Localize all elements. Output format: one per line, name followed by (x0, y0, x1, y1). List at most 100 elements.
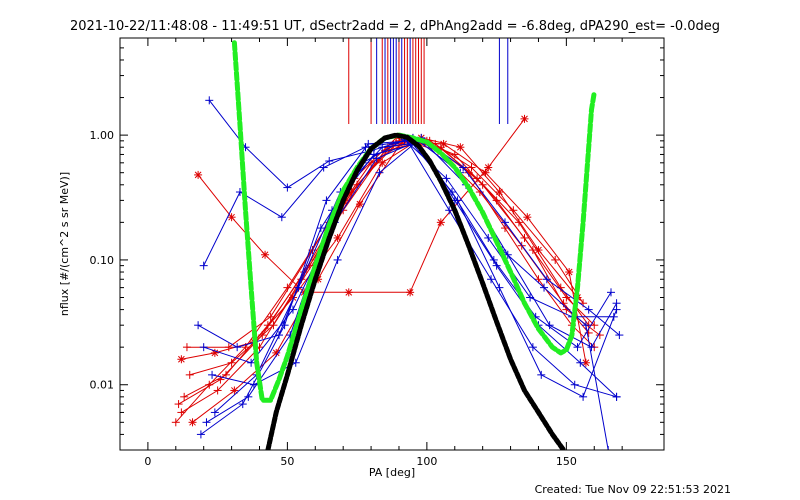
star-marker (406, 288, 415, 297)
star-marker (495, 188, 504, 197)
plus-marker (495, 283, 504, 292)
series-line (178, 140, 584, 405)
plus-marker (612, 392, 621, 401)
plus-marker (222, 370, 231, 379)
star-marker (520, 114, 529, 123)
plus-marker (322, 196, 331, 205)
x-tick-label: 0 (144, 455, 151, 468)
plus-marker (269, 321, 278, 330)
plus-marker (445, 206, 454, 215)
plus-marker (534, 275, 543, 284)
y-tick-label: 0.01 (90, 379, 115, 392)
star-marker (272, 348, 281, 357)
series-6-red (185, 136, 599, 379)
model-fit-black-line (265, 132, 567, 450)
plus-marker (266, 312, 275, 321)
plus-marker (609, 312, 618, 321)
plus-marker (174, 400, 183, 409)
plus-marker (213, 386, 222, 395)
plus-marker (581, 321, 590, 330)
y-tick-label: 0.10 (90, 254, 115, 267)
plus-marker (375, 168, 384, 177)
plus-marker (288, 305, 297, 314)
plus-marker (484, 233, 493, 242)
plus-marker (584, 305, 593, 314)
series-1-red (177, 136, 599, 417)
x-axis: 0 50 100 150 (144, 38, 623, 468)
plus-marker (202, 418, 211, 427)
plus-marker (615, 331, 624, 340)
series-line (203, 140, 617, 398)
plus-marker (587, 343, 596, 352)
plus-marker (319, 163, 328, 172)
star-marker (344, 288, 353, 297)
plus-marker (579, 392, 588, 401)
plus-marker (545, 321, 554, 330)
plus-marker (487, 275, 496, 284)
plus-marker (280, 321, 289, 330)
plus-marker (316, 224, 325, 233)
star-marker (378, 158, 387, 167)
plot-frame (119, 37, 665, 451)
plus-marker (503, 250, 512, 259)
x-tick-label: 100 (416, 455, 437, 468)
plus-marker (606, 288, 615, 297)
pitch-angle-markers (348, 38, 509, 124)
plus-marker (570, 380, 579, 389)
plus-marker (227, 358, 236, 367)
plus-marker (500, 218, 509, 227)
plus-marker (171, 418, 180, 427)
plus-marker (459, 163, 468, 172)
star-marker (534, 246, 543, 255)
star-marker (456, 143, 465, 152)
series-5-red (177, 133, 582, 364)
plus-marker (604, 446, 613, 450)
y-axis: 0.01 0.10 1.00 (90, 37, 664, 451)
star-marker (355, 200, 364, 209)
plus-marker (185, 370, 194, 379)
plus-marker (540, 283, 549, 292)
star-marker (439, 139, 448, 148)
plus-marker (325, 157, 334, 166)
plus-marker (612, 299, 621, 308)
plus-marker (249, 380, 258, 389)
plus-marker (378, 143, 387, 152)
star-marker (194, 170, 203, 179)
plus-marker (277, 213, 286, 222)
star-marker (565, 268, 574, 277)
star-marker (227, 213, 236, 222)
star-marker (481, 168, 490, 177)
plus-marker (196, 430, 205, 439)
plus-marker (244, 392, 253, 401)
star-marker (523, 213, 532, 222)
plus-marker (590, 321, 599, 330)
plus-marker (473, 174, 482, 183)
series-13-blue (194, 135, 618, 352)
plus-marker (478, 180, 487, 189)
plus-marker (233, 343, 242, 352)
data-series (171, 40, 624, 450)
series-line (203, 140, 609, 450)
plus-marker (576, 358, 585, 367)
x-tick-label: 150 (556, 455, 577, 468)
plus-marker (364, 139, 373, 148)
series-4-red (174, 136, 588, 409)
plus-marker (467, 163, 476, 172)
series-18-black (265, 132, 567, 450)
plus-marker (453, 196, 462, 205)
plus-marker (205, 96, 214, 105)
series-line (206, 143, 618, 423)
y-axis-label: nflux [#/(cm^2 s sr MeV)] (58, 172, 71, 316)
x-axis-label: PA [deg] (369, 466, 415, 479)
star-marker (261, 250, 270, 259)
plus-marker (182, 343, 191, 352)
star-marker (230, 386, 239, 395)
plus-marker (537, 370, 546, 379)
plot-area: 0 50 100 150 0.01 0.10 1.00 (90, 37, 665, 468)
y-tick-label: 1.00 (90, 129, 115, 142)
chart-title: 2021-10-22/11:48:08 - 11:49:51 UT, dSect… (70, 19, 720, 34)
plus-marker (275, 331, 284, 340)
plus-marker (247, 358, 256, 367)
plus-marker (224, 343, 233, 352)
